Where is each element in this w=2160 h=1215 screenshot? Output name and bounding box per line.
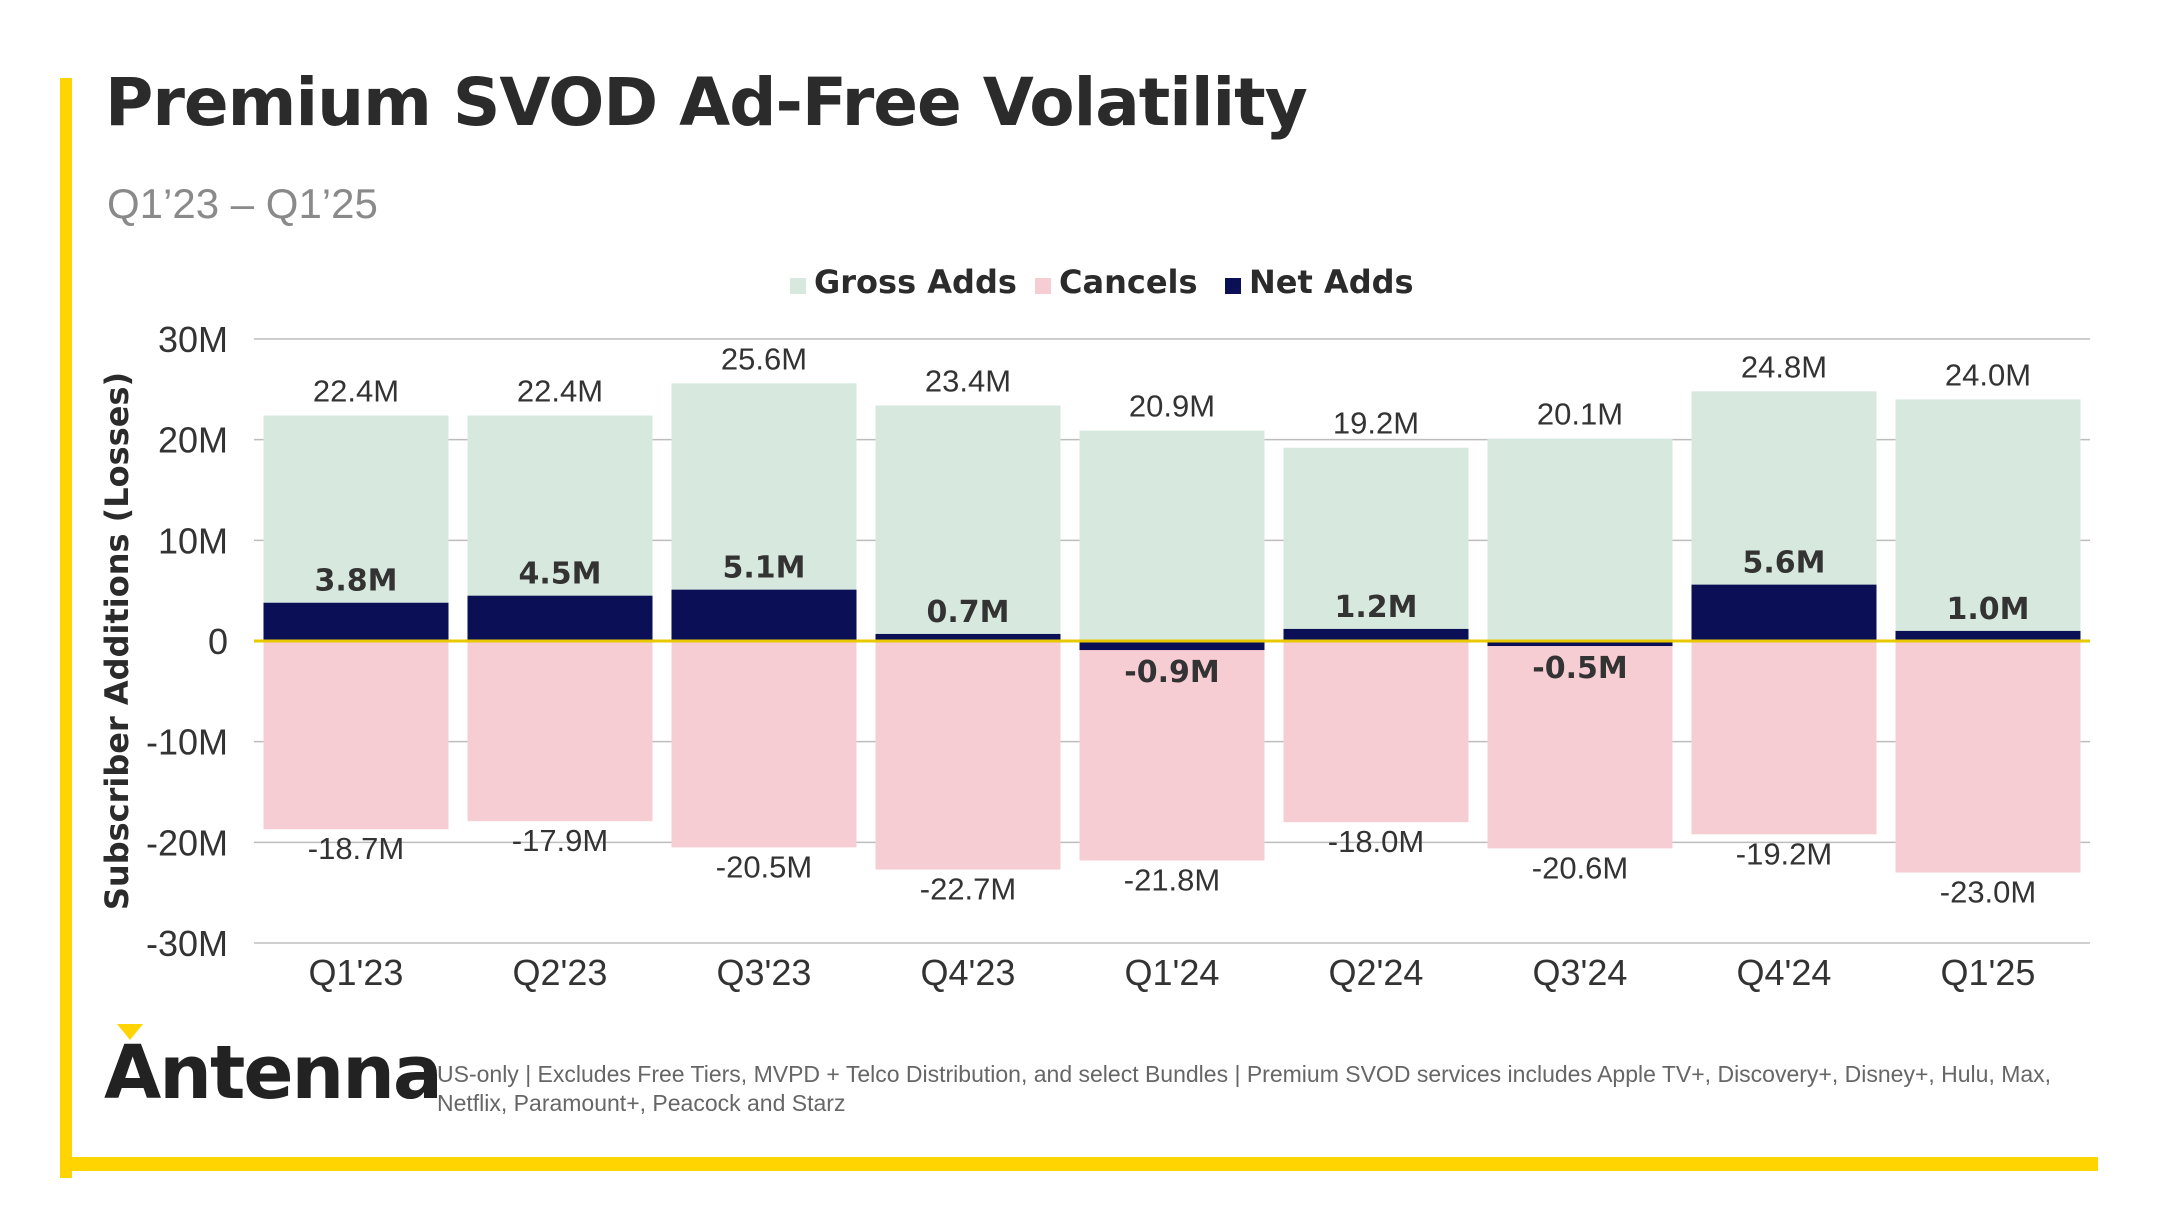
- cancels-bar: [671, 641, 857, 848]
- net-adds-bar: [1691, 584, 1877, 641]
- legend-swatch: [1225, 278, 1241, 294]
- net-adds-bar: [1895, 630, 2081, 641]
- cancels-bar: [1079, 641, 1265, 861]
- legend-label: Gross Adds: [814, 263, 1017, 301]
- x-category-label: Q3'24: [1533, 952, 1628, 993]
- gross-adds-label: 23.4M: [925, 363, 1011, 398]
- cancels-label: -19.2M: [1736, 836, 1832, 871]
- cancels-label: -18.7M: [308, 831, 404, 866]
- net-adds-bar: [1283, 628, 1469, 641]
- y-tick-label: -10M: [146, 722, 228, 763]
- y-axis-title: Subscriber Additions (Losses): [98, 372, 136, 910]
- net-adds-bar: [671, 589, 857, 641]
- antenna-logo: Antenna: [104, 1024, 443, 1116]
- cancels-bar: [1691, 641, 1877, 835]
- gross-adds-label: 24.8M: [1741, 349, 1827, 384]
- net-adds-label: 0.7M: [927, 595, 1010, 630]
- x-category-label: Q2'23: [513, 952, 608, 993]
- net-adds-label: 3.8M: [315, 564, 398, 599]
- x-category-label: Q1'24: [1125, 952, 1220, 993]
- net-adds-label: 4.5M: [519, 557, 602, 592]
- cancels-bar: [1487, 641, 1673, 849]
- cancels-label: -20.5M: [716, 849, 812, 884]
- gross-adds-label: 20.9M: [1129, 389, 1215, 424]
- net-adds-label: -0.9M: [1124, 655, 1219, 690]
- net-adds-bar: [263, 602, 449, 641]
- net-adds-bar: [1079, 641, 1265, 651]
- accent-frame-left: [60, 78, 72, 1178]
- y-tick-label: 30M: [158, 319, 228, 360]
- x-category-label: Q1'23: [309, 952, 404, 993]
- x-category-label: Q3'23: [717, 952, 812, 993]
- gross-adds-label: 20.1M: [1537, 397, 1623, 432]
- cancels-label: -23.0M: [1940, 875, 2036, 910]
- net-adds-bar: [875, 633, 1061, 641]
- y-tick-label: 10M: [158, 520, 228, 561]
- gross-adds-bar: [1895, 399, 2081, 641]
- cancels-label: -20.6M: [1532, 850, 1628, 885]
- legend-label: Net Adds: [1249, 263, 1414, 301]
- gross-adds-label: 19.2M: [1333, 406, 1419, 441]
- footnote: US-only | Excludes Free Tiers, MVPD + Te…: [437, 1061, 2052, 1116]
- cancels-bar: [1895, 641, 2081, 873]
- gross-adds-bar: [1283, 447, 1469, 641]
- gross-adds-bar: [1079, 430, 1265, 641]
- net-adds-bar: [1487, 641, 1673, 647]
- cancels-bar: [263, 641, 449, 830]
- x-category-label: Q4'24: [1737, 952, 1832, 993]
- x-category-label: Q2'24: [1329, 952, 1424, 993]
- gross-adds-label: 22.4M: [313, 374, 399, 409]
- logo-text: Antenna: [104, 1030, 443, 1116]
- cancels-bar: [875, 641, 1061, 870]
- cancels-label: -22.7M: [920, 872, 1016, 907]
- logo-triangle-icon: [117, 1024, 143, 1040]
- accent-frame-bottom: [60, 1157, 2098, 1171]
- cancels-bar: [1283, 641, 1469, 823]
- net-adds-label: 5.6M: [1743, 546, 1826, 581]
- net-adds-label: 5.1M: [723, 551, 806, 586]
- cancels-bar: [467, 641, 653, 822]
- legend-swatch: [790, 278, 806, 294]
- gross-adds-bar: [875, 405, 1061, 641]
- gross-adds-label: 25.6M: [721, 341, 807, 376]
- net-adds-label: 1.2M: [1335, 590, 1418, 625]
- y-tick-label: 20M: [158, 420, 228, 461]
- y-tick-label: 0: [208, 621, 228, 662]
- x-category-label: Q4'23: [921, 952, 1016, 993]
- chart-title: Premium SVOD Ad-Free Volatility: [105, 64, 1308, 141]
- cancels-label: -18.0M: [1328, 824, 1424, 859]
- y-tick-label: -30M: [146, 923, 228, 964]
- net-adds-label: -0.5M: [1532, 651, 1627, 686]
- gross-adds-label: 24.0M: [1945, 357, 2031, 392]
- x-category-label: Q1'25: [1941, 952, 2036, 993]
- cancels-label: -21.8M: [1124, 862, 1220, 897]
- gross-adds-label: 22.4M: [517, 374, 603, 409]
- legend-label: Cancels: [1059, 263, 1198, 301]
- legend-swatch: [1035, 278, 1051, 294]
- net-adds-label: 1.0M: [1947, 592, 2030, 627]
- cancels-label: -17.9M: [512, 823, 608, 858]
- net-adds-bar: [467, 595, 653, 641]
- gross-adds-bar: [1487, 438, 1673, 641]
- chart-subtitle: Q1’23 – Q1’25: [107, 180, 378, 227]
- y-tick-label: -20M: [146, 822, 228, 863]
